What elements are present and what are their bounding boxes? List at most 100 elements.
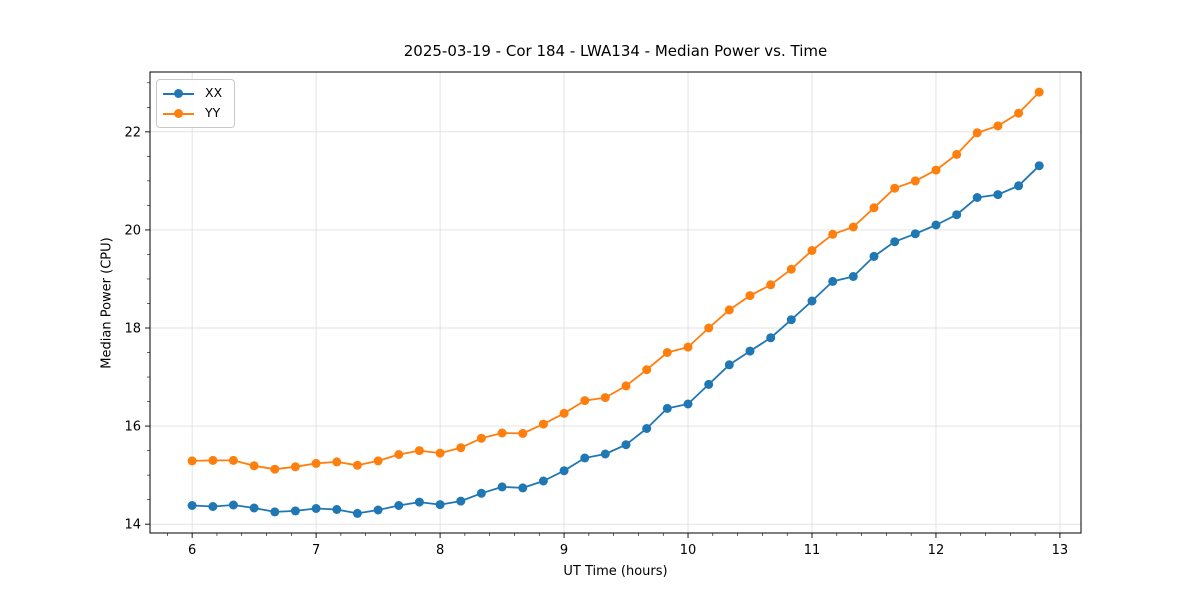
legend-marker-yy-icon (163, 108, 194, 120)
y-tick-label: 16 (124, 420, 141, 435)
data-point (910, 176, 920, 186)
data-point (394, 450, 404, 459)
major-ticks (145, 131, 1061, 538)
data-point (1014, 181, 1024, 191)
series-yy (187, 87, 1044, 474)
data-point (662, 403, 672, 413)
data-point (1034, 161, 1044, 171)
data-point (435, 500, 445, 510)
legend-label-xx: XX (205, 85, 223, 101)
data-point (642, 424, 652, 433)
data-point (456, 496, 466, 506)
legend-marker-xx-icon (163, 88, 194, 100)
data-point (311, 458, 321, 468)
data-point (456, 443, 466, 453)
data-point (828, 229, 838, 239)
data-point (766, 280, 776, 290)
x-tick-label: 11 (804, 543, 821, 558)
data-point (869, 203, 879, 213)
data-point (414, 497, 424, 507)
data-point (373, 456, 383, 466)
x-tick-label: 9 (560, 543, 568, 558)
data-point (600, 393, 610, 403)
data-point (910, 229, 920, 239)
x-tick-label: 13 (1052, 543, 1069, 558)
legend: XX YY (156, 79, 236, 128)
data-point (828, 276, 838, 286)
data-point (683, 342, 693, 352)
data-point (476, 488, 486, 498)
data-point (621, 381, 631, 391)
data-point (208, 502, 218, 511)
data-point (600, 449, 610, 459)
data-point (559, 408, 569, 418)
data-point (848, 222, 858, 232)
data-point (952, 210, 962, 220)
data-point (890, 237, 900, 247)
grid (150, 72, 1081, 533)
x-tick-label: 7 (312, 543, 320, 558)
data-point (890, 183, 900, 193)
x-tick-label: 6 (188, 543, 196, 558)
legend-item-yy: YY (163, 104, 222, 123)
data-point (704, 323, 714, 333)
legend-label-yy: YY (205, 105, 221, 121)
data-point (518, 483, 528, 493)
legend-item-xx: XX (163, 84, 222, 103)
data-point (270, 507, 280, 517)
data-point (228, 500, 238, 510)
data-point (662, 348, 672, 357)
data-point (290, 462, 300, 472)
data-point (332, 505, 342, 514)
data-point (249, 503, 259, 513)
data-point (745, 346, 755, 356)
data-point (807, 296, 817, 306)
data-point (972, 193, 982, 202)
data-point (414, 446, 424, 456)
data-point (848, 272, 858, 281)
data-point (373, 505, 383, 515)
x-tick-label: 8 (436, 543, 444, 558)
data-point (311, 504, 321, 513)
y-tick-label: 18 (124, 322, 141, 337)
data-point (745, 291, 755, 301)
data-point (786, 264, 796, 274)
data-point (952, 149, 962, 159)
y-tick-label: 22 (124, 125, 141, 140)
data-point (972, 128, 982, 138)
data-point (476, 433, 486, 443)
data-point (518, 428, 528, 438)
data-point (249, 461, 259, 471)
data-point (435, 448, 445, 458)
data-point (352, 508, 362, 518)
data-point (208, 455, 218, 465)
data-point (1034, 87, 1044, 97)
data-point (724, 305, 734, 315)
chart-title: 2025-03-19 - Cor 184 - LWA134 - Median P… (403, 42, 828, 60)
data-point (497, 428, 507, 438)
data-point (290, 506, 300, 516)
series-xx (187, 161, 1044, 518)
data-point (1014, 108, 1024, 118)
tick-labels: 6 7 8 9 10 11 12 13 14 16 18 20 22 (124, 125, 1068, 558)
data-point (187, 456, 197, 466)
data-point (786, 315, 796, 325)
data-point (580, 453, 590, 463)
data-point (766, 333, 776, 343)
data-point (993, 190, 1003, 200)
data-point (538, 476, 548, 486)
data-point (931, 165, 941, 175)
data-point (394, 501, 404, 510)
data-point (724, 360, 734, 370)
x-tick-label: 10 (680, 543, 697, 558)
series-line (192, 91, 1040, 471)
data-point (931, 220, 941, 230)
y-axis-label: Median Power (CPU) (99, 237, 115, 369)
x-axis-label: UT Time (hours) (563, 564, 668, 579)
data-point (332, 457, 342, 467)
data-point (993, 121, 1003, 131)
data-point (187, 501, 197, 510)
data-point (621, 440, 631, 450)
